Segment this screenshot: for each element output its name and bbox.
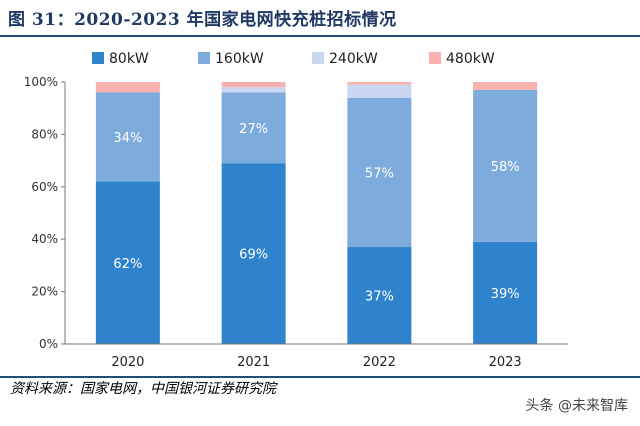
legend: 80kW 160kW 240kW 480kW bbox=[92, 51, 495, 67]
bar-160kW-2021 bbox=[221, 92, 286, 164]
legend-swatch-160kW bbox=[198, 52, 210, 64]
bar-240kW-2021 bbox=[221, 87, 286, 93]
x-axis: 2020 2021 2022 2023 bbox=[65, 343, 568, 370]
watermark: 头条 @未来智库 bbox=[525, 398, 628, 414]
y-tick-label: 20% bbox=[31, 285, 58, 299]
data-label-160kW-2023: 58% bbox=[491, 160, 520, 175]
data-label-80kW-2022: 37% bbox=[365, 290, 394, 305]
bar-480kW-2020 bbox=[95, 82, 160, 93]
data-label-160kW-2021: 27% bbox=[239, 122, 268, 137]
x-tick-label-2023: 2023 bbox=[489, 355, 522, 370]
bar-480kW-2023 bbox=[473, 82, 538, 90]
title-rule bbox=[0, 35, 640, 37]
y-axis: 0% 20% 40% 60% 80% 100% bbox=[24, 75, 66, 351]
y-tick-label: 0% bbox=[39, 337, 58, 351]
y-tick-label: 60% bbox=[31, 180, 58, 194]
data-label-80kW-2021: 69% bbox=[239, 248, 268, 263]
legend-swatch-80kW bbox=[92, 52, 104, 64]
bar-480kW-2021 bbox=[221, 82, 286, 88]
bar-160kW-2022 bbox=[347, 97, 412, 248]
bar-480kW-2022 bbox=[347, 82, 412, 85]
legend-label-240kW: 240kW bbox=[329, 51, 378, 67]
source-rule bbox=[0, 376, 640, 378]
x-tick-label-2020: 2020 bbox=[111, 355, 144, 370]
data-label-80kW-2020: 62% bbox=[113, 257, 142, 272]
y-tick-label: 100% bbox=[24, 75, 58, 89]
data-label-80kW-2023: 39% bbox=[491, 287, 520, 302]
y-tick-label: 40% bbox=[31, 232, 58, 246]
legend-swatch-240kW bbox=[312, 52, 324, 64]
bar-80kW-2023 bbox=[473, 241, 538, 344]
legend-label-80kW: 80kW bbox=[109, 51, 149, 67]
bar-160kW-2020 bbox=[95, 92, 160, 182]
x-tick-label-2021: 2021 bbox=[237, 355, 270, 370]
bar-80kW-2022 bbox=[347, 247, 412, 344]
figure-title: 图 31：2020-2023 年国家电网快充桩招标情况 bbox=[8, 10, 397, 30]
bar-240kW-2022 bbox=[347, 84, 412, 98]
bars: 62% 34% 69% 27% 37% 57% 39% 58% bbox=[95, 82, 538, 344]
bar-80kW-2020 bbox=[95, 181, 160, 344]
bar-160kW-2023 bbox=[473, 89, 538, 242]
y-tick-label: 80% bbox=[31, 127, 58, 141]
source-note: 资料来源：国家电网，中国银河证券研究院 bbox=[10, 381, 276, 397]
stacked-bar-chart: 80kW 160kW 240kW 480kW 0% 20% 40% 60% 80% 100% 6… bbox=[24, 51, 568, 370]
data-label-160kW-2020: 34% bbox=[113, 131, 142, 146]
data-label-160kW-2022: 57% bbox=[365, 166, 394, 181]
legend-label-480kW: 480kW bbox=[446, 51, 495, 67]
legend-label-160kW: 160kW bbox=[215, 51, 264, 67]
legend-swatch-480kW bbox=[429, 52, 441, 64]
x-tick-label-2022: 2022 bbox=[363, 355, 396, 370]
bar-80kW-2021 bbox=[221, 163, 286, 344]
